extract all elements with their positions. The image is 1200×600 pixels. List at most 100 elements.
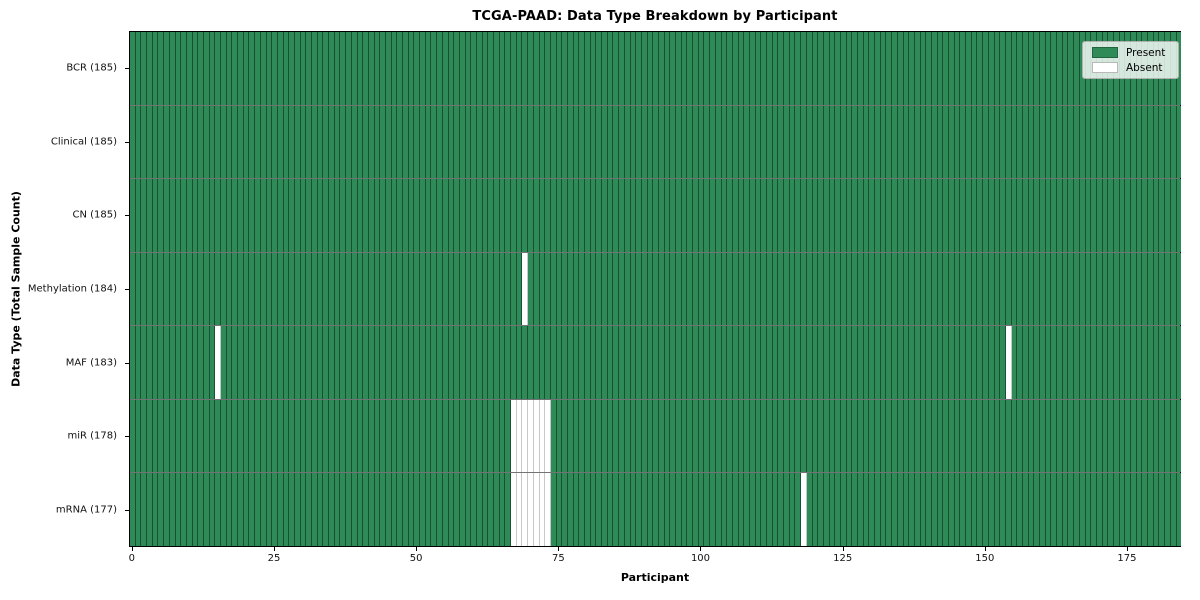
heatmap-cell-present: [670, 179, 676, 252]
heatmap-cell-present: [135, 179, 142, 252]
heatmap-cell-present: [567, 179, 574, 252]
heatmap-cell-present: [710, 105, 716, 179]
heatmap-cell-present: [840, 326, 847, 399]
heatmap-cell-present: [277, 326, 284, 399]
heatmap-cell-present: [1119, 105, 1126, 179]
heatmap-cell-present: [988, 105, 995, 179]
heatmap-cell-present: [300, 179, 307, 252]
heatmap-cell-present: [135, 252, 142, 326]
heatmap-cell-present: [1074, 252, 1080, 326]
heatmap-cell-present: [312, 105, 318, 179]
legend-present-swatch: [1092, 47, 1118, 58]
heatmap-cell-present: [823, 179, 830, 252]
heatmap-cell-present: [607, 399, 614, 473]
heatmap-cell-present: [363, 326, 369, 399]
heatmap-cell-present: [357, 252, 364, 326]
heatmap-cell-present: [488, 399, 494, 473]
legend-entry-absent: Absent: [1092, 62, 1171, 73]
heatmap-cell-present: [767, 399, 773, 473]
heatmap-cell-present: [1040, 252, 1046, 326]
heatmap-cell-present: [232, 252, 239, 326]
heatmap-cell-present: [1159, 326, 1166, 399]
heatmap-cell-present: [994, 32, 1001, 105]
heatmap-cell-present: [431, 32, 438, 105]
heatmap-cell-present: [1131, 179, 1137, 252]
heatmap-cell-present: [903, 252, 910, 326]
heatmap-cell-present: [266, 105, 273, 179]
heatmap-cell-present: [749, 399, 756, 473]
heatmap-cell-present: [1051, 399, 1058, 473]
heatmap-cell-present: [624, 105, 631, 179]
heatmap-cell-present: [585, 32, 591, 105]
heatmap-cell-present: [698, 32, 705, 105]
heatmap-cell-present: [346, 326, 352, 399]
heatmap-cell-present: [1057, 179, 1063, 252]
heatmap-cell-present: [590, 399, 597, 473]
heatmap-cell-present: [425, 105, 432, 179]
heatmap-cell-present: [585, 473, 591, 547]
heatmap-cell-present: [892, 252, 898, 326]
heatmap-cell-present: [238, 179, 244, 252]
heatmap-cell-present: [209, 473, 216, 547]
heatmap-cell-present: [380, 326, 386, 399]
heatmap-cell-present: [1000, 105, 1006, 179]
heatmap-cell-present: [1034, 399, 1040, 473]
heatmap-cell-present: [658, 473, 665, 547]
heatmap-cell-present: [1131, 399, 1137, 473]
heatmap-cell-present: [562, 32, 568, 105]
heatmap-cell-present: [522, 179, 529, 252]
heatmap-cell-absent: [522, 252, 529, 326]
heatmap-cell-present: [693, 32, 699, 105]
heatmap-cell-present: [966, 32, 972, 105]
heatmap-cell-present: [226, 32, 233, 105]
heatmap-cell-present: [943, 326, 949, 399]
heatmap-cell-present: [425, 326, 432, 399]
heatmap-cell-present: [710, 399, 716, 473]
heatmap-cell-present: [385, 179, 392, 252]
heatmap-cell-present: [977, 179, 984, 252]
heatmap-cell-present: [863, 252, 870, 326]
heatmap-cell-present: [931, 473, 938, 547]
heatmap-cell-present: [238, 252, 244, 326]
heatmap-cell-present: [1119, 252, 1126, 326]
heatmap-cell-present: [317, 399, 324, 473]
heatmap-cell-present: [829, 326, 836, 399]
heatmap-cell-present: [1091, 326, 1097, 399]
heatmap-cell-present: [806, 252, 813, 326]
heatmap-cell-present: [431, 473, 438, 547]
heatmap-cell-present: [192, 179, 199, 252]
heatmap-cell-present: [983, 105, 989, 179]
heatmap-cell-present: [892, 399, 898, 473]
heatmap-cell-present: [647, 32, 654, 105]
heatmap-cell-present: [1148, 326, 1154, 399]
heatmap-cell-present: [283, 473, 290, 547]
heatmap-cell-present: [607, 326, 614, 399]
heatmap-cell-present: [533, 179, 540, 252]
heatmap-cell-present: [647, 179, 654, 252]
heatmap-cell-present: [755, 179, 762, 252]
heatmap-cell-present: [1153, 399, 1160, 473]
heatmap-cell-present: [920, 179, 927, 252]
heatmap-cell-present: [914, 32, 921, 105]
heatmap-cell-present: [772, 326, 779, 399]
heatmap-cell-present: [533, 105, 540, 179]
heatmap-cell-present: [994, 105, 1001, 179]
heatmap-cell-present: [158, 252, 165, 326]
heatmap-cell-present: [835, 399, 841, 473]
heatmap-cell-present: [914, 473, 921, 547]
heatmap-cell-present: [795, 252, 802, 326]
heatmap-cell-present: [732, 399, 739, 473]
heatmap-cell-present: [647, 473, 654, 547]
heatmap-cell-present: [931, 179, 938, 252]
heatmap-cell-present: [420, 326, 426, 399]
heatmap-cell-present: [784, 32, 790, 105]
heatmap-cell-present: [186, 179, 193, 252]
heatmap-cell-present: [277, 473, 284, 547]
heatmap-cell-present: [545, 179, 551, 252]
heatmap-cell-present: [715, 105, 722, 179]
heatmap-cell-present: [914, 179, 921, 252]
heatmap-cell-present: [192, 32, 199, 105]
heatmap-cell-present: [499, 399, 506, 473]
heatmap-cell-present: [920, 252, 927, 326]
